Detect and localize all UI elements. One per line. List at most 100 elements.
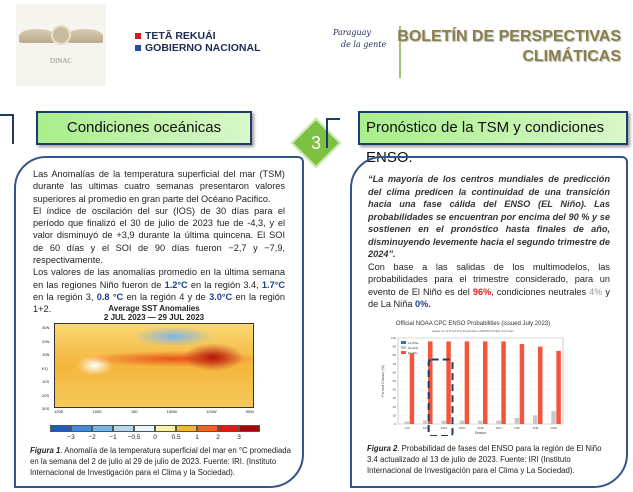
x-tick-label: JFM — [533, 426, 539, 430]
red-square-icon — [135, 33, 141, 39]
latitude-ticks: 30N 20N 10N EQ 10S 20S 30S — [42, 321, 49, 416]
bar-el-niño — [483, 341, 488, 424]
bar-el-niño — [446, 341, 451, 424]
bar-neutral — [533, 415, 538, 424]
figure-2-caption: Figura 2. Probabilidad de fases del ENSO… — [367, 444, 602, 475]
lon-tick: 90W — [245, 409, 254, 414]
x-tick-label: OND — [477, 426, 485, 430]
map-title-line1: Average SST Anomalies — [108, 304, 200, 313]
y-tick-label: 70 — [393, 362, 397, 366]
lat-tick: 10S — [42, 379, 50, 384]
x-tick-label: DJF — [514, 426, 520, 430]
y-tick-label: 100 — [391, 336, 396, 340]
gov-line2: GOBIERNO NACIONAL — [145, 42, 261, 54]
lat-tick: EQ — [42, 365, 48, 371]
colorbar-swatch — [113, 425, 134, 432]
logo-text: DINAC — [49, 57, 73, 65]
figure-1-caption: Figura 1. Anomalía de la temperatura sup… — [30, 446, 291, 477]
chart-subtitle: based on -0.5°/+0.5°C thresholds in ERSS… — [432, 329, 514, 333]
y-tick-label: 0 — [394, 422, 396, 426]
legend-swatch — [401, 346, 406, 349]
government-logo: TETÃ REKUÁI GOBIERNO NACIONAL — [135, 30, 261, 54]
lat-tick: 20N — [42, 338, 50, 344]
y-tick-label: 30 — [393, 396, 397, 400]
legend-swatch — [401, 351, 406, 354]
bar-neutral — [404, 421, 410, 424]
page-number: 3 — [310, 133, 321, 153]
x-tick-label: SON — [459, 426, 466, 430]
y-tick-label: 50 — [393, 379, 397, 383]
bar-neutral — [423, 420, 428, 424]
legend-swatch — [401, 341, 406, 344]
bar-el-niño — [556, 350, 561, 424]
bulletin-title: BOLETÍN DE PERSPECTIVAS CLIMÁTICAS — [397, 27, 621, 67]
bracket-decoration-right — [326, 118, 340, 148]
x-axis-label: Season — [475, 431, 487, 435]
legend-label: La Niña — [408, 341, 419, 345]
lat-tick: 20S — [42, 392, 50, 398]
blue-square-icon — [135, 45, 141, 51]
bar-el-niño — [464, 341, 470, 424]
highlight-dashed-box — [427, 358, 454, 436]
colorbar-swatch — [155, 425, 176, 432]
bar-el-niño — [409, 353, 415, 424]
x-tick-label: JAS — [423, 426, 429, 430]
colorbar-label: −1 — [109, 434, 117, 441]
bar-neutral — [551, 411, 556, 424]
colorbar-swatch — [92, 425, 113, 432]
y-tick-label: 20 — [393, 405, 397, 409]
lon-tick: 120W — [206, 409, 217, 414]
bar-neutral — [514, 417, 520, 424]
y-tick-label: 40 — [393, 388, 397, 392]
slogan-line1: Paraguay — [333, 28, 371, 37]
colorbar-label: 1 — [195, 434, 199, 441]
oceanic-text: Las Anomalías de la temperatura superfic… — [33, 168, 285, 316]
x-tick-label: FMA — [551, 426, 557, 430]
enso-text: “La mayoría de los centros mundiales de … — [368, 173, 610, 311]
colorbar-label: 3 — [237, 434, 241, 441]
sst-anomaly-map — [54, 323, 254, 408]
chart-title: Official NOAA CPC ENSO Probabilities (is… — [396, 321, 550, 327]
paragraph-3: Los valores de las anomalías promedio en… — [33, 267, 286, 315]
enso-quote: “La mayoría de los centros mundiales de … — [368, 174, 611, 259]
bar-neutral — [441, 420, 446, 424]
y-tick-label: 60 — [393, 370, 397, 374]
y-tick-label: 90 — [393, 345, 397, 349]
legend-label: El Niño — [408, 351, 418, 355]
bar-el-niño — [519, 344, 525, 424]
x-tick-label: NDJ — [496, 426, 502, 430]
colorbar-label: −0.5 — [127, 434, 141, 441]
bulletin-title-line2: CLIMÁTICAS — [522, 48, 621, 65]
enso-paragraph: Con base a las salidas de los multimodel… — [368, 261, 610, 310]
colorbar-swatch — [218, 425, 239, 432]
slogan: Paraguay de la gente — [333, 27, 386, 51]
paragraph-2: El índice de oscilación del sur (IOS) de… — [33, 205, 285, 266]
colorbar-swatch — [176, 425, 197, 432]
lon-tick: 150W — [166, 409, 178, 414]
bar-el-niño — [501, 341, 506, 424]
enso-probability-chart: Official NOAA CPC ENSO Probabilities (is… — [381, 321, 564, 436]
bar-neutral — [459, 420, 465, 424]
y-tick-label: 80 — [393, 353, 397, 357]
colorbar-swatch — [134, 425, 155, 432]
divider — [399, 26, 401, 78]
enso-panel — [350, 156, 628, 488]
colorbar-label: 0 — [153, 434, 157, 441]
colorbar-swatch — [50, 425, 71, 432]
map-title-line2: 2 JUL 2023 — 29 JUL 2023 — [103, 313, 205, 322]
lon-tick: 150E — [92, 409, 102, 414]
colorbar-label: 2 — [216, 434, 220, 441]
bulletin-title-line1: BOLETÍN DE PERSPECTIVAS — [397, 28, 621, 45]
bar-neutral — [496, 420, 501, 424]
colorbar-swatch — [71, 425, 92, 432]
paragraph-1: Las Anomalías de la temperatura superfic… — [33, 169, 285, 204]
wings-emblem-icon — [19, 25, 103, 51]
legend-label: Neutral — [408, 346, 418, 350]
bar-neutral — [478, 420, 483, 424]
lat-tick: 30S — [42, 406, 50, 411]
colorbar-label: −3 — [67, 434, 75, 441]
lat-tick: 30N — [42, 325, 50, 330]
colorbar-label: −2 — [88, 434, 96, 441]
oceanic-panel — [14, 156, 304, 488]
y-axis-label: Percent Chance (%) — [381, 365, 385, 397]
